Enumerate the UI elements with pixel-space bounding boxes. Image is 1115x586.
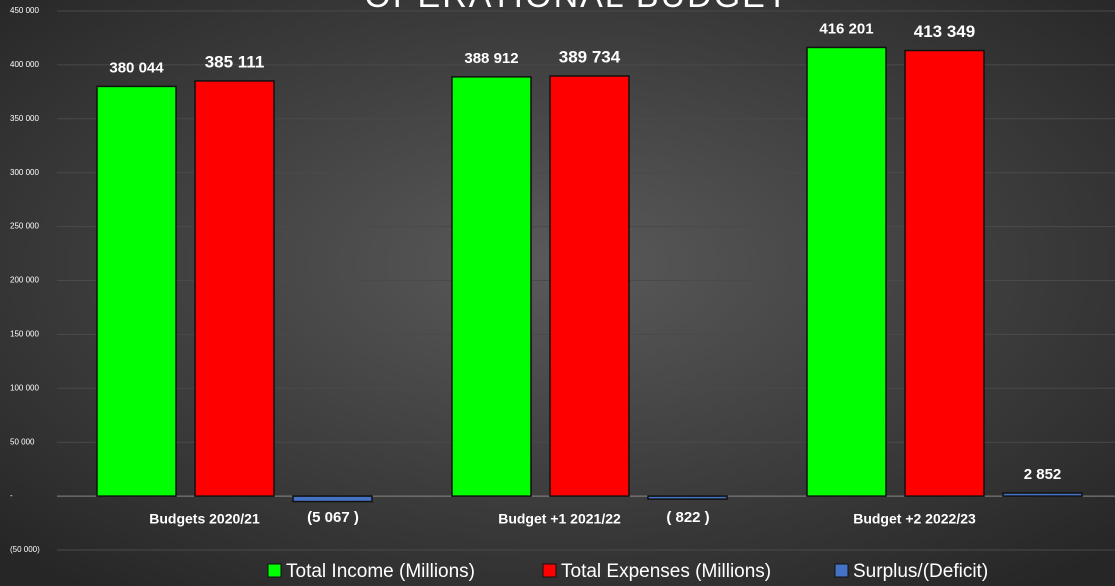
y-tick-label: 350 000 [10,114,39,123]
bar [292,495,373,503]
y-tick-label: (50 000) [10,545,40,554]
legend-swatch [834,563,849,578]
legend-label: Total Income (Millions) [286,561,475,582]
bar [451,76,532,497]
legend-swatch [267,563,282,578]
bar [96,85,177,497]
legend-label: Surplus/(Deficit) [853,561,988,582]
data-label: 385 111 [205,52,265,71]
x-tick-label: Budget +1 2021/22 [498,511,621,527]
legend-label: Total Expenses (Millions) [561,561,771,582]
x-tick-label: Budgets 2020/21 [149,511,260,527]
y-tick-label: 200 000 [10,276,39,285]
bar [904,49,985,497]
x-tick-label: Budget +2 2022/23 [853,511,976,527]
data-label: 389 734 [559,47,621,66]
y-tick-label: 150 000 [10,330,39,339]
data-label: (5 067 ) [307,509,359,526]
bar [806,46,887,497]
y-tick-label: - [10,491,13,500]
bar [1002,492,1083,497]
chart-title: OPERATIONAL BUDGET [364,0,789,15]
bar [647,495,728,500]
data-label: 380 044 [109,59,164,76]
legend-swatch [542,563,557,578]
y-tick-label: 400 000 [10,60,39,69]
data-label: 416 201 [819,20,873,37]
y-tick-label: 100 000 [10,383,39,392]
bar [194,80,275,497]
data-label: 388 912 [464,50,518,67]
y-tick-label: 300 000 [10,168,39,177]
data-label: ( 822 ) [666,509,709,526]
bar [549,75,630,497]
data-label: 2 852 [1024,466,1062,483]
y-tick-label: 250 000 [10,222,39,231]
y-tick-label: 450 000 [10,6,39,15]
data-label: 413 349 [914,22,975,41]
y-tick-label: 50 000 [10,437,35,446]
